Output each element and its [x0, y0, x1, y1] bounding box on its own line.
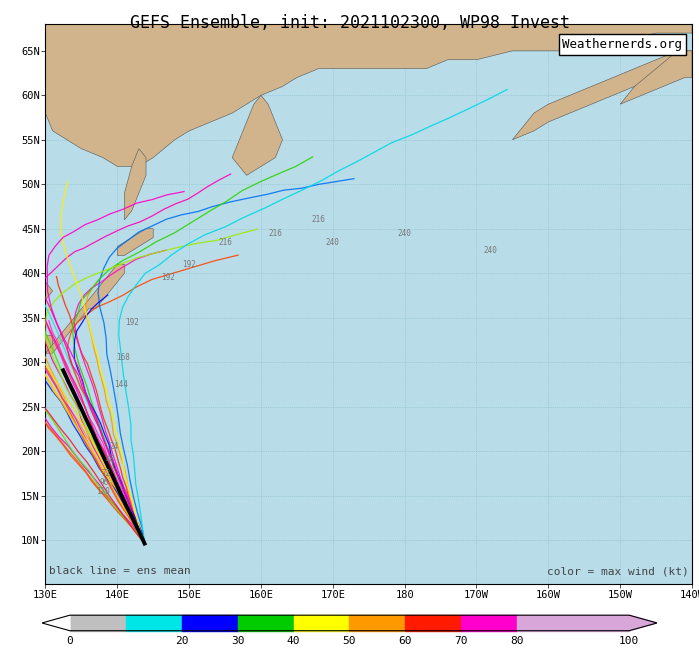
- Text: 240: 240: [398, 229, 412, 238]
- Polygon shape: [70, 615, 126, 631]
- Polygon shape: [124, 149, 146, 220]
- Text: color = max wind (kt): color = max wind (kt): [547, 566, 689, 576]
- Text: 72: 72: [102, 469, 111, 478]
- Polygon shape: [42, 615, 70, 631]
- Text: Weathernerds.org: Weathernerds.org: [562, 38, 682, 51]
- Polygon shape: [629, 615, 657, 631]
- Polygon shape: [405, 615, 461, 631]
- Text: 192: 192: [124, 317, 138, 326]
- Text: 24: 24: [109, 442, 118, 451]
- Text: 80: 80: [510, 636, 524, 646]
- Polygon shape: [38, 336, 52, 353]
- Text: 0: 0: [66, 636, 73, 646]
- Text: 50: 50: [343, 636, 356, 646]
- Polygon shape: [517, 615, 629, 631]
- Text: 216: 216: [312, 215, 325, 225]
- Polygon shape: [182, 615, 238, 631]
- Text: 216: 216: [218, 238, 232, 247]
- Polygon shape: [512, 51, 692, 140]
- Text: 70: 70: [454, 636, 468, 646]
- Polygon shape: [350, 615, 405, 631]
- Text: 30: 30: [231, 636, 245, 646]
- Text: 120: 120: [96, 486, 110, 496]
- Text: 192: 192: [182, 260, 196, 269]
- Polygon shape: [461, 615, 517, 631]
- Text: 240: 240: [484, 246, 498, 255]
- Text: black line = ens mean: black line = ens mean: [49, 566, 190, 576]
- Text: 144: 144: [114, 380, 128, 389]
- Text: 168: 168: [116, 353, 130, 362]
- Polygon shape: [294, 615, 350, 631]
- Text: GEFS Ensemble, init: 2021102300, WP98 Invest: GEFS Ensemble, init: 2021102300, WP98 In…: [129, 14, 570, 32]
- Polygon shape: [238, 615, 294, 631]
- Polygon shape: [17, 273, 52, 326]
- Polygon shape: [0, 353, 45, 433]
- Text: 216: 216: [268, 229, 282, 238]
- Text: 20: 20: [175, 636, 189, 646]
- Text: 48: 48: [106, 455, 115, 464]
- Polygon shape: [117, 229, 153, 255]
- Polygon shape: [45, 24, 692, 167]
- Text: 100: 100: [619, 636, 639, 646]
- Polygon shape: [232, 95, 282, 176]
- Text: 240: 240: [326, 238, 340, 247]
- Polygon shape: [45, 264, 124, 353]
- Polygon shape: [620, 51, 692, 104]
- Text: 96: 96: [100, 477, 109, 486]
- Polygon shape: [126, 615, 182, 631]
- Text: 40: 40: [287, 636, 301, 646]
- Text: 60: 60: [398, 636, 412, 646]
- Text: 192: 192: [161, 273, 175, 282]
